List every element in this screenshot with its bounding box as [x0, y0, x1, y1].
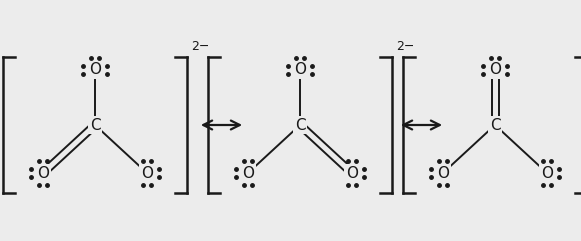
Text: C: C — [490, 118, 500, 133]
Text: O: O — [346, 166, 358, 181]
Text: O: O — [141, 166, 153, 181]
Text: C: C — [295, 118, 305, 133]
Text: C: C — [89, 118, 101, 133]
Text: O: O — [294, 62, 306, 78]
Text: O: O — [37, 166, 49, 181]
Text: 2−: 2− — [191, 40, 209, 53]
Text: O: O — [437, 166, 449, 181]
Text: O: O — [89, 62, 101, 78]
Text: O: O — [242, 166, 254, 181]
Text: O: O — [489, 62, 501, 78]
Text: 2−: 2− — [396, 40, 414, 53]
Text: O: O — [541, 166, 553, 181]
